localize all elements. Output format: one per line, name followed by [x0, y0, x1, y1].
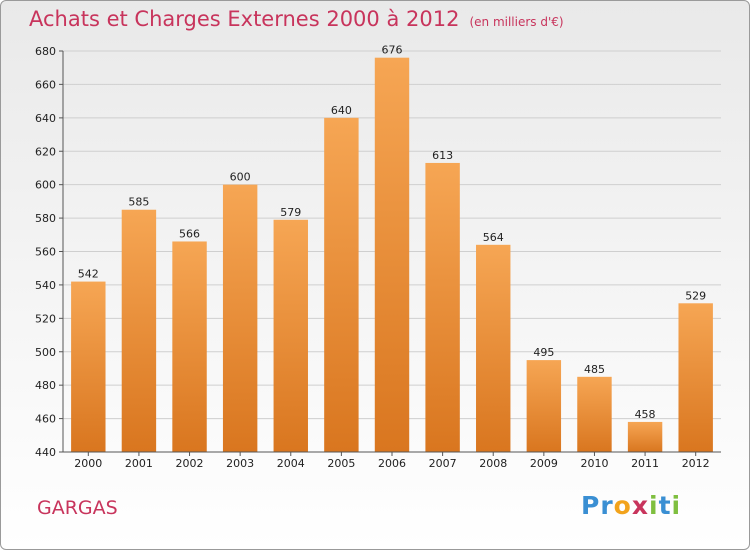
chart-title: Achats et Charges Externes 2000 à 2012 (e…	[29, 7, 564, 31]
x-tick-label: 2003	[226, 457, 254, 470]
x-tick-label: 2000	[74, 457, 102, 470]
logo-letter: P	[581, 491, 601, 520]
y-tick-label: 500	[35, 346, 56, 359]
y-tick-label: 620	[35, 145, 56, 158]
bar-value-label: 542	[78, 268, 99, 281]
y-tick-label: 560	[35, 246, 56, 259]
x-tick-label: 2001	[125, 457, 153, 470]
logo-letter: x	[631, 491, 649, 520]
logo-letter: i	[649, 491, 659, 520]
title-text: Achats et Charges Externes 2000 à 2012	[29, 7, 460, 31]
bar	[374, 57, 410, 452]
y-tick-label: 460	[35, 413, 56, 426]
bar-value-label: 458	[635, 408, 656, 421]
bar-value-label: 579	[280, 206, 301, 219]
y-tick-label: 640	[35, 112, 56, 125]
x-tick-label: 2008	[479, 457, 507, 470]
unit-label: (en milliers d'€)	[469, 15, 564, 29]
x-tick-label: 2011	[631, 457, 659, 470]
bar	[678, 303, 713, 452]
bar-value-label: 600	[230, 171, 251, 184]
bar	[425, 162, 460, 452]
bar-value-label: 585	[128, 196, 149, 209]
bar	[526, 360, 562, 452]
bars: 542 585 566 600 579 640 676 613 564 495 485 458 529	[71, 44, 713, 452]
bar-value-label: 640	[331, 104, 352, 117]
x-tick-label: 2007	[429, 457, 457, 470]
bar	[222, 184, 258, 452]
bar-value-label: 485	[584, 363, 605, 376]
y-tick-label: 440	[35, 446, 56, 459]
bar	[71, 281, 106, 452]
y-tick-label: 540	[35, 279, 56, 292]
bar-value-label: 529	[685, 289, 706, 302]
logo-letter: r	[600, 491, 614, 520]
proxiti-logo: Proxiti	[581, 491, 681, 520]
y-tick-label: 660	[35, 78, 56, 91]
bar	[273, 219, 308, 452]
y-tick-label: 480	[35, 379, 56, 392]
bar	[121, 209, 157, 452]
y-tick-label: 680	[35, 45, 56, 58]
logo-letter: i	[671, 491, 682, 520]
bar	[324, 117, 359, 452]
bar	[476, 244, 511, 452]
x-tick-label: 2005	[327, 457, 355, 470]
y-tick-label: 520	[35, 312, 56, 325]
y-tick-label: 580	[35, 212, 56, 225]
x-tick-label: 2012	[682, 457, 710, 470]
city-name: GARGAS	[37, 497, 118, 519]
x-tick-label: 2009	[530, 457, 558, 470]
bar-value-label: 564	[483, 231, 504, 244]
bar	[627, 421, 663, 452]
x-tick-label: 2004	[277, 457, 305, 470]
x-tick-label: 2006	[378, 457, 406, 470]
logo-letter: o	[613, 491, 632, 520]
bar	[172, 241, 207, 452]
bar-value-label: 676	[382, 44, 403, 57]
bar-value-label: 566	[179, 227, 200, 240]
axes: 440 460 480 500 520 540 560 580 600 620 640 660 680 2…	[35, 45, 721, 470]
bar-value-label: 613	[432, 149, 453, 162]
y-tick-label: 600	[35, 179, 56, 192]
x-tick-label: 2010	[580, 457, 608, 470]
bar-value-label: 495	[533, 346, 554, 359]
logo-letter: t	[658, 491, 672, 520]
x-tick-label: 2002	[176, 457, 204, 470]
bar	[577, 376, 612, 452]
